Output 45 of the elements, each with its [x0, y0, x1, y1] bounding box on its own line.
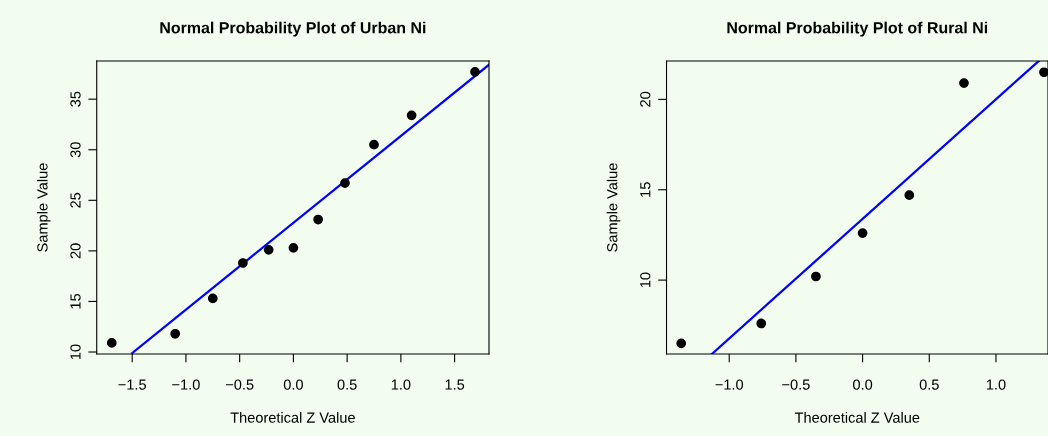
x-tick-label: 0.5	[337, 379, 357, 390]
x-tick-label: 0.0	[283, 379, 303, 390]
point	[207, 293, 218, 304]
y-tick-label: 10	[640, 272, 651, 288]
x-tick-label: −0.5	[782, 379, 810, 390]
x-tick-label: −1.5	[118, 379, 146, 390]
x-tick-label: 1.5	[445, 379, 465, 390]
x-axis-title: Theoretical Z Value	[794, 412, 920, 423]
x-tick-label: 1.0	[391, 379, 411, 390]
y-tick-label: 25	[70, 192, 81, 208]
y-tick-label: 20	[640, 91, 651, 107]
chart-title: Normal Probability Plot of Urban Ni	[160, 21, 426, 37]
y-axis-title: Sample Value	[36, 163, 51, 252]
x-tick-label: 0.0	[853, 379, 873, 390]
point	[238, 258, 248, 268]
point	[170, 328, 181, 339]
point	[106, 338, 117, 348]
point	[811, 271, 821, 282]
point	[1039, 67, 1048, 78]
point	[959, 78, 969, 88]
y-tick-label: 10	[70, 344, 81, 360]
x-tick-label: −1.0	[172, 379, 200, 390]
x-tick-label: 0.5	[919, 379, 939, 390]
y-tick-label: 20	[70, 243, 81, 259]
x-tick-label: −1.0	[715, 379, 744, 390]
y-tick-label: 35	[70, 91, 81, 107]
point	[904, 190, 915, 201]
y-tick-label: 30	[70, 142, 81, 158]
point	[263, 244, 274, 255]
point	[288, 242, 299, 253]
point	[756, 318, 767, 329]
point	[470, 66, 480, 77]
point	[406, 110, 417, 121]
y-axis-title: Sample Value	[606, 163, 621, 252]
x-tick-label: 1.0	[986, 379, 1006, 390]
y-tick-label: 15	[640, 182, 651, 197]
x-axis-title: Theoretical Z Value	[230, 412, 355, 423]
point	[676, 338, 687, 349]
y-tick-label: 15	[70, 293, 81, 309]
x-tick-label: −0.5	[225, 379, 254, 390]
point	[313, 214, 323, 225]
point	[369, 139, 379, 150]
point	[857, 228, 868, 238]
point	[340, 178, 350, 188]
chart-title: Normal Probability Plot of Rural Ni	[727, 21, 988, 37]
